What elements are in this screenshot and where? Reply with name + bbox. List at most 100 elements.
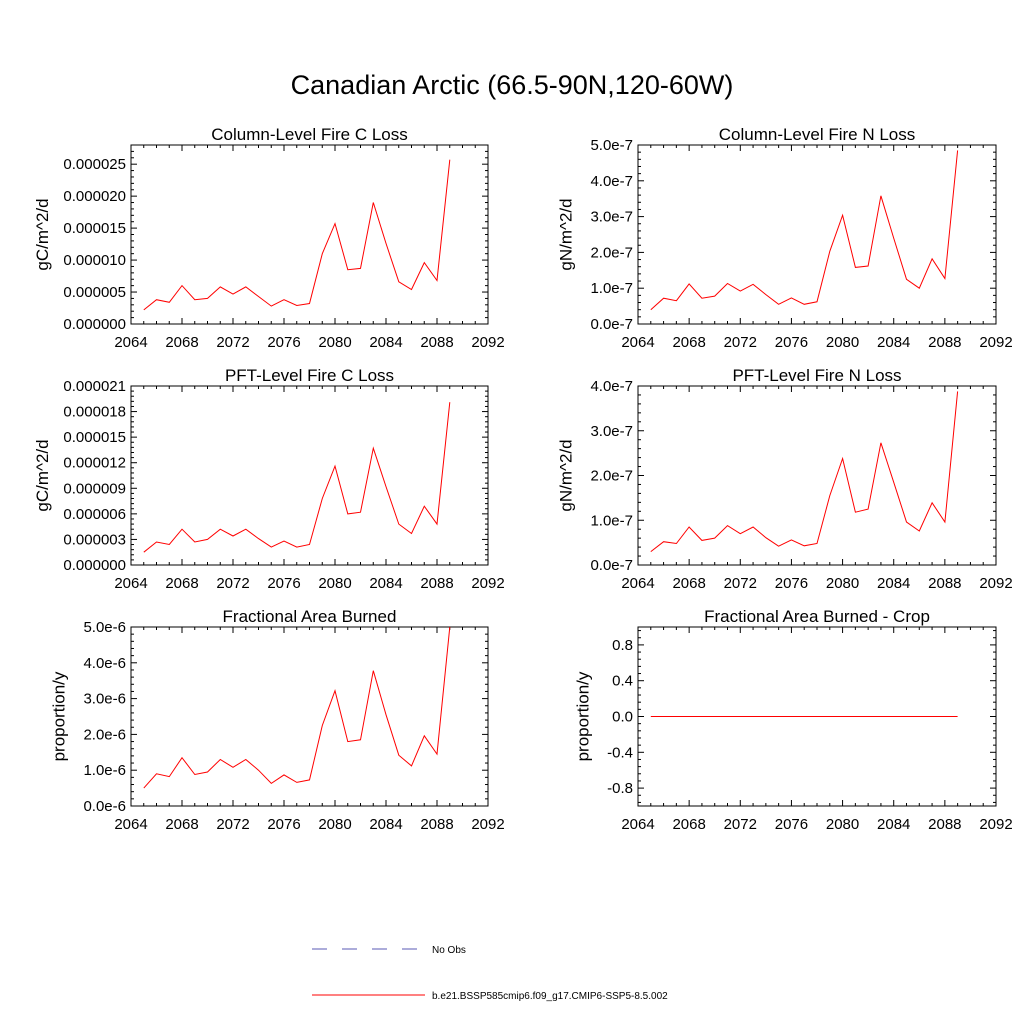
y-tick-label: 0.000020 — [63, 188, 126, 205]
y-tick-label: 3.0e-7 — [590, 423, 633, 440]
y-tick-label: 0.000000 — [63, 557, 126, 574]
x-tick-label: 2072 — [216, 334, 249, 351]
y-axis-label: gC/m^2/d — [33, 198, 52, 270]
panel-1: Column-Level Fire C Loss 2064 2068 2072 2076… — [33, 125, 505, 351]
x-tick-label: 2088 — [420, 575, 453, 592]
x-tick-label: 2080 — [826, 816, 859, 833]
x-tick-label: 2080 — [318, 816, 351, 833]
y-tick-label: 3.0e-7 — [590, 209, 633, 226]
x-tick-label: 2072 — [724, 334, 757, 351]
x-tick-label: 2068 — [672, 575, 705, 592]
x-tick-label: 2068 — [165, 816, 198, 833]
x-tick-label: 2064 — [621, 334, 654, 351]
legend-label: No Obs — [432, 945, 466, 956]
panel-4: PFT-Level Fire N Loss 2064 2068 2072 2076 208… — [557, 366, 1013, 592]
x-tick-label: 2084 — [369, 816, 402, 833]
y-axis-label: proportion/y — [573, 671, 592, 761]
panel-title: Column-Level Fire N Loss — [719, 125, 916, 144]
panel-title: Fractional Area Burned - Crop — [704, 607, 930, 626]
x-tick-label: 2076 — [267, 816, 300, 833]
x-tick-label: 2064 — [114, 816, 147, 833]
y-tick-label: 0.000006 — [63, 506, 126, 523]
x-tick-label: 2064 — [621, 816, 654, 833]
x-tick-label: 2092 — [471, 334, 504, 351]
series-line — [143, 402, 451, 553]
x-tick-label: 2088 — [928, 816, 961, 833]
y-tick-label: 0.000025 — [63, 156, 126, 173]
y-tick-label: 2.0e-7 — [590, 468, 633, 485]
x-tick-label: 2076 — [775, 575, 808, 592]
plot-frame — [130, 144, 489, 325]
x-tick-label: 2064 — [114, 334, 147, 351]
x-tick-label: 2072 — [724, 816, 757, 833]
y-tick-label: 0.0e-7 — [590, 557, 633, 574]
x-tick-label: 2088 — [928, 575, 961, 592]
x-tick-label: 2072 — [216, 575, 249, 592]
y-tick-label: 0.0e-7 — [590, 316, 633, 333]
y-tick-label: 0.000012 — [63, 455, 126, 472]
x-tick-label: 2068 — [672, 334, 705, 351]
x-tick-label: 2092 — [979, 816, 1012, 833]
x-tick-label: 2092 — [471, 575, 504, 592]
x-tick-label: 2088 — [420, 816, 453, 833]
y-tick-label: 0.0e-6 — [83, 798, 126, 815]
y-tick-label: 0.000003 — [63, 531, 126, 548]
y-tick-label: -0.4 — [607, 744, 633, 761]
x-tick-label: 2076 — [267, 575, 300, 592]
y-tick-label: 0.000005 — [63, 284, 126, 301]
y-tick-label: 4.0e-7 — [590, 173, 633, 190]
x-tick-label: 2088 — [420, 334, 453, 351]
y-tick-label: 0.0 — [612, 709, 633, 726]
panel-2: Column-Level Fire N Loss 2064 2068 2072 2076… — [557, 125, 1013, 351]
y-tick-label: 3.0e-6 — [83, 691, 126, 708]
y-axis-label: gC/m^2/d — [33, 439, 52, 511]
panel-title: PFT-Level Fire N Loss — [732, 366, 901, 385]
y-tick-label: 5.0e-7 — [590, 137, 633, 154]
y-tick-label: 1.0e-6 — [83, 762, 126, 779]
y-axis-label: gN/m^2/d — [557, 439, 576, 511]
x-tick-label: 2084 — [877, 334, 910, 351]
x-tick-label: 2080 — [318, 575, 351, 592]
legend-label: b.e21.BSSP585cmip6.f09_g17.CMIP6-SSP5-8.… — [432, 991, 668, 1002]
x-tick-label: 2084 — [877, 816, 910, 833]
y-tick-label: 0.000021 — [63, 378, 126, 395]
plot-frame — [637, 385, 997, 566]
x-tick-label: 2072 — [216, 816, 249, 833]
y-tick-label: 0.000018 — [63, 404, 126, 421]
y-tick-label: 2.0e-7 — [590, 244, 633, 261]
panel-3: PFT-Level Fire C Loss 2064 2068 2072 2076 208… — [33, 366, 505, 592]
x-tick-label: 2076 — [267, 334, 300, 351]
x-tick-label: 2084 — [369, 334, 402, 351]
x-tick-label: 2068 — [165, 575, 198, 592]
x-tick-label: 2064 — [621, 575, 654, 592]
y-tick-label: 4.0e-7 — [590, 378, 633, 395]
panel-6: Fractional Area Burned - Crop 2064 2068 207… — [573, 607, 1012, 833]
panel-title: Column-Level Fire C Loss — [211, 125, 408, 144]
panel-5: Fractional Area Burned 2064 2068 2072 2076 20… — [50, 607, 505, 833]
x-tick-label: 2092 — [979, 334, 1012, 351]
x-tick-label: 2072 — [724, 575, 757, 592]
series-line — [143, 626, 451, 789]
panel-title: PFT-Level Fire C Loss — [225, 366, 394, 385]
y-axis-label: gN/m^2/d — [557, 198, 576, 270]
x-tick-label: 2068 — [165, 334, 198, 351]
y-tick-label: 0.8 — [612, 637, 633, 654]
x-tick-label: 2076 — [775, 816, 808, 833]
x-tick-label: 2080 — [826, 575, 859, 592]
x-tick-label: 2088 — [928, 334, 961, 351]
y-tick-label: 0.000015 — [63, 220, 126, 237]
plot-frame — [637, 144, 997, 325]
y-tick-label: 2.0e-6 — [83, 726, 126, 743]
y-tick-label: -0.8 — [607, 780, 633, 797]
series-line — [650, 150, 959, 311]
legend: No Obs b.e21.BSSP585cmip6.f09_g17.CMIP6-S… — [312, 945, 668, 1002]
x-tick-label: 2080 — [318, 334, 351, 351]
y-tick-label: 1.0e-7 — [590, 280, 633, 297]
x-tick-label: 2080 — [826, 334, 859, 351]
y-axis-label: proportion/y — [50, 671, 69, 761]
y-tick-label: 4.0e-6 — [83, 655, 126, 672]
panel-title: Fractional Area Burned — [223, 607, 397, 626]
y-tick-label: 0.4 — [612, 673, 633, 690]
x-tick-label: 2084 — [877, 575, 910, 592]
